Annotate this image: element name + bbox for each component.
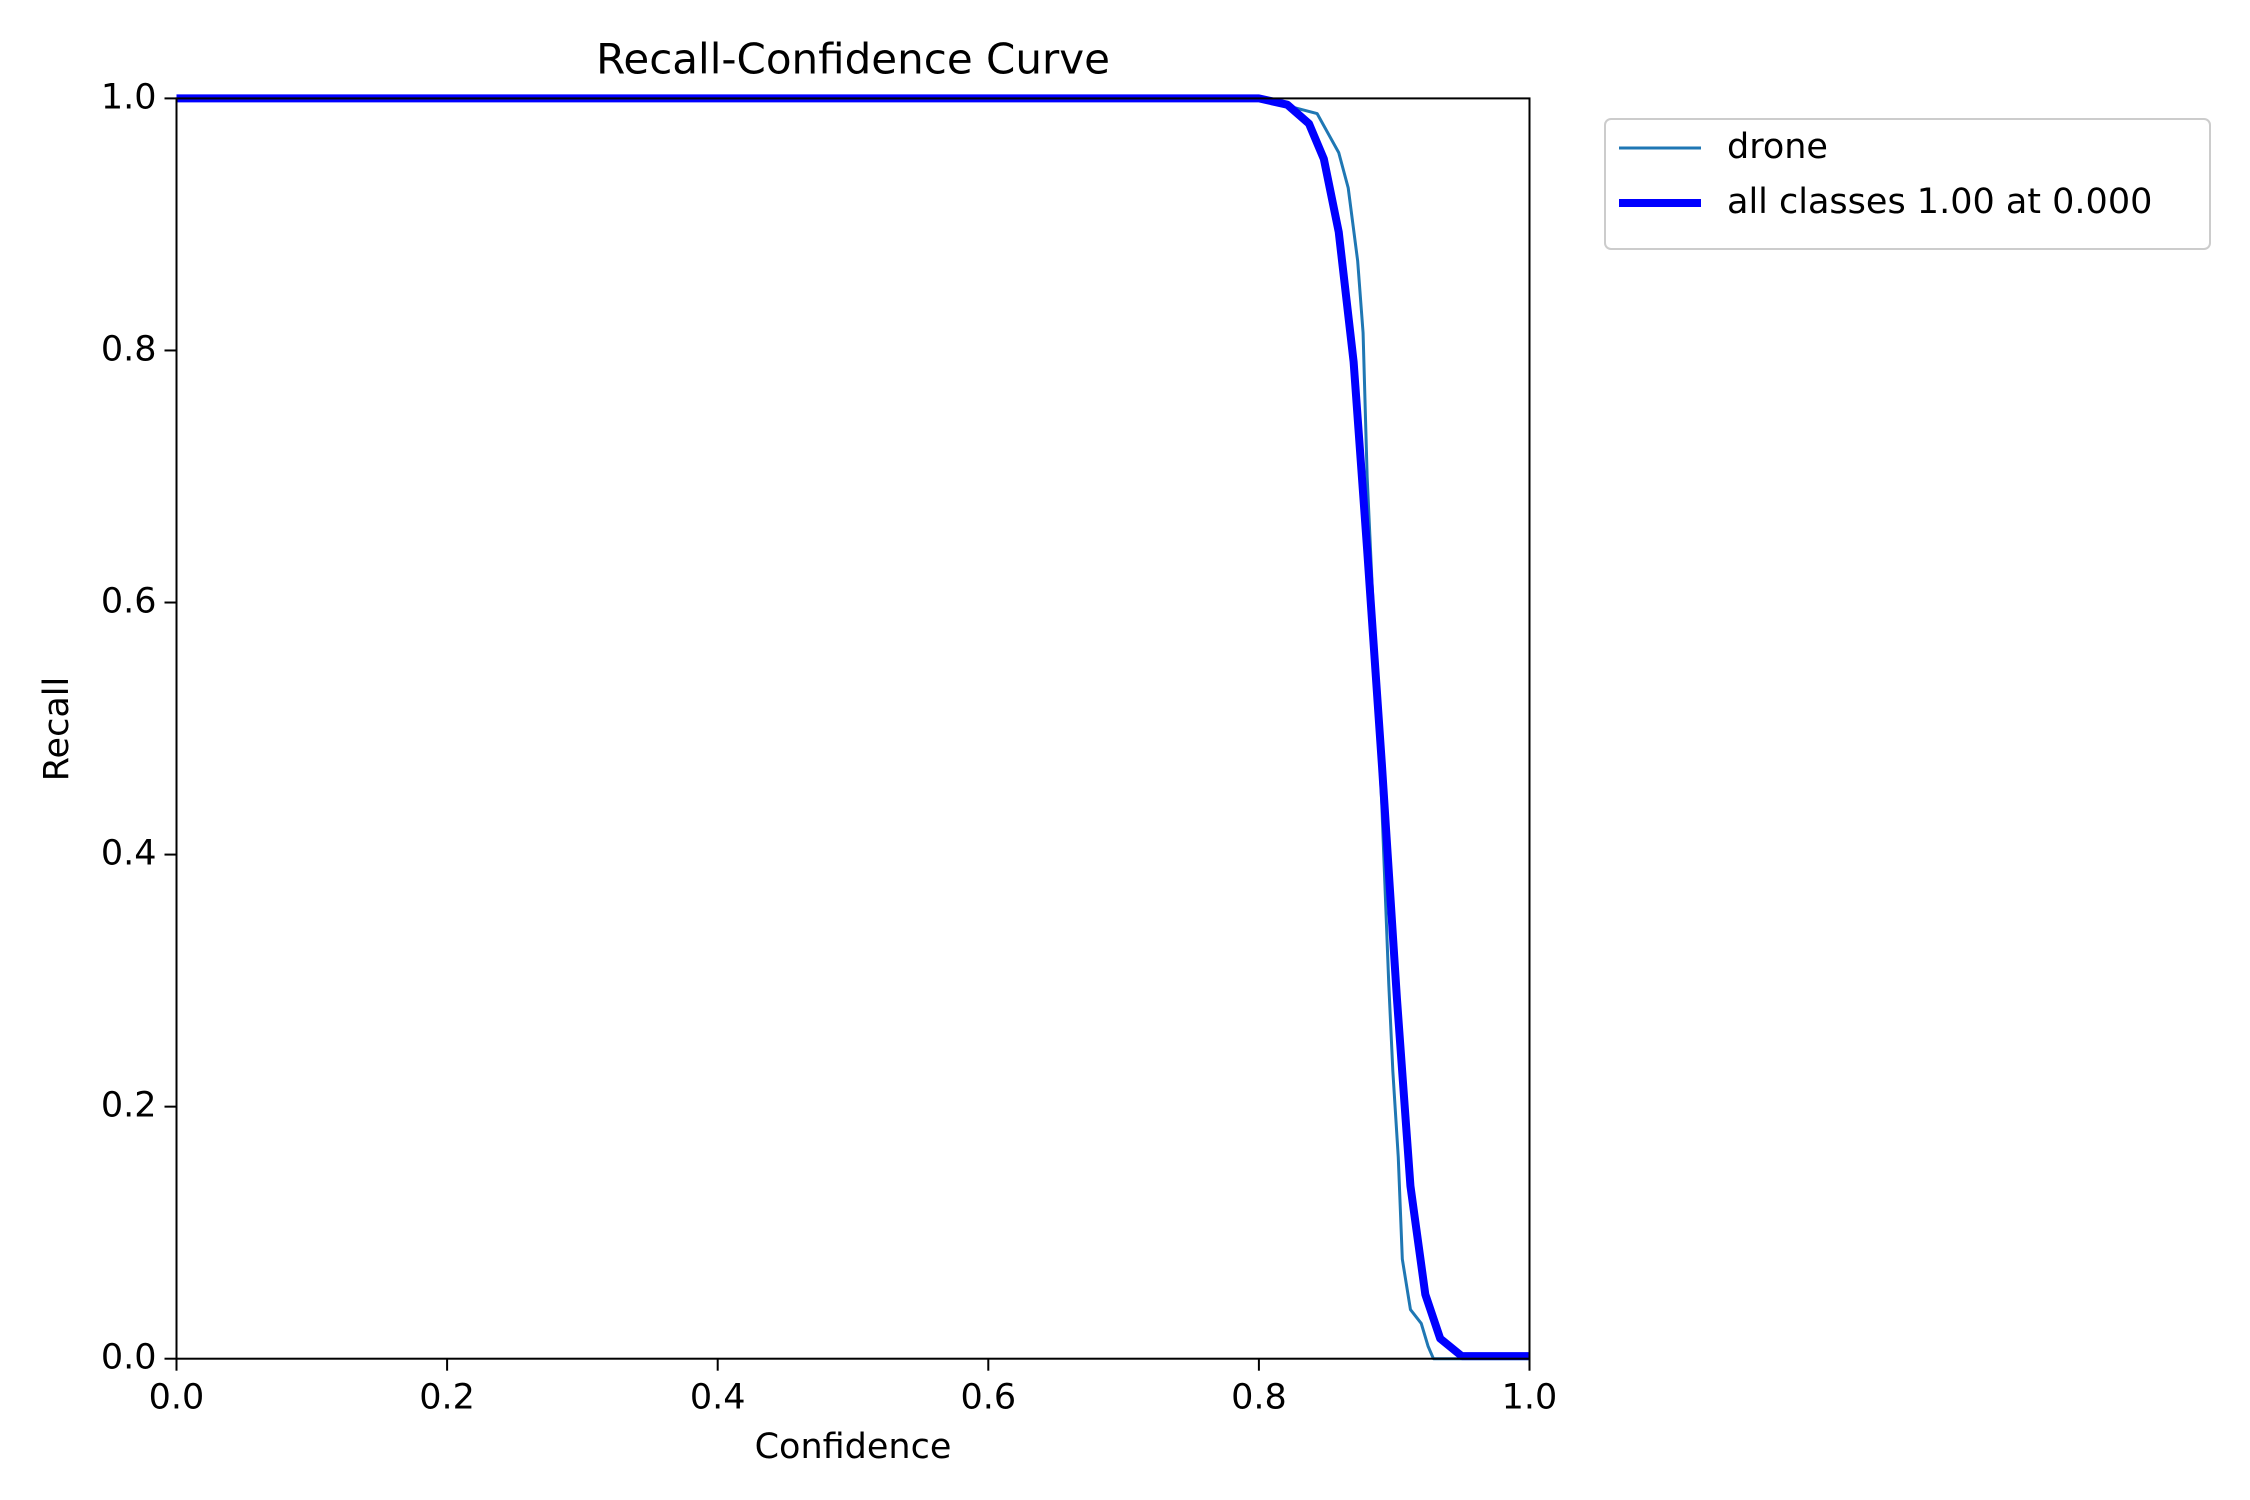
y-axis-label: Recall (37, 677, 77, 781)
x-tick-label: 0.4 (690, 1378, 746, 1418)
legend-box (1604, 118, 2211, 250)
legend-label: all classes 1.00 at 0.000 (1727, 182, 2152, 222)
data-line (176, 96, 1530, 1361)
y-tick-label: 0.2 (101, 1086, 157, 1126)
x-tick-label: 0.2 (419, 1378, 475, 1418)
x-tick-label: 1.0 (1502, 1378, 1558, 1418)
data-line (176, 94, 1530, 1361)
x-tick-label: 0.0 (149, 1378, 205, 1418)
y-tick-label: 0.0 (101, 1338, 157, 1378)
chart-title: Recall-Confidence Curve (596, 35, 1110, 84)
y-tick-label: 0.8 (101, 329, 157, 369)
x-tick-label: 0.8 (1231, 1378, 1287, 1418)
legend-label: drone (1727, 127, 1828, 167)
y-tick-label: 1.0 (101, 77, 157, 117)
plot-frame (175, 97, 1531, 1360)
y-tick-label: 0.4 (101, 834, 157, 874)
x-axis-label: Confidence (755, 1427, 952, 1467)
y-tick-label: 0.6 (101, 582, 157, 622)
x-tick-label: 0.6 (960, 1378, 1016, 1418)
